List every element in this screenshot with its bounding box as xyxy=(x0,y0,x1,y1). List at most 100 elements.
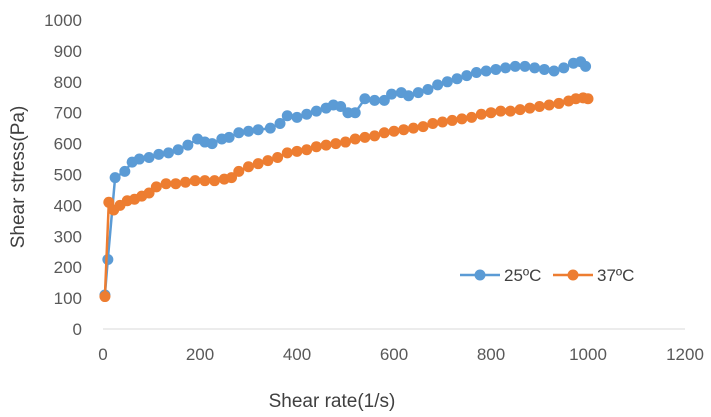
data-point xyxy=(553,97,565,109)
data-point xyxy=(529,62,541,74)
y-tick-label: 1000 xyxy=(44,11,82,30)
data-point xyxy=(243,161,254,173)
data-point xyxy=(359,131,371,143)
data-point xyxy=(446,114,458,126)
data-point xyxy=(558,62,570,74)
data-point xyxy=(403,90,415,102)
data-point xyxy=(310,105,322,117)
data-point xyxy=(534,101,545,113)
data-point xyxy=(500,62,512,74)
y-axis-ticks: 0 100 200 300 400 500 600 700 800 900 1000 xyxy=(44,11,82,339)
legend-label: 37ºC xyxy=(597,266,634,285)
data-point xyxy=(456,113,468,125)
data-point xyxy=(291,145,303,157)
data-point xyxy=(359,93,371,105)
x-axis-ticks: 0 200 400 600 800 1000 1200 xyxy=(98,345,704,364)
data-point xyxy=(437,116,448,128)
data-point xyxy=(432,79,444,91)
y-tick-label: 300 xyxy=(54,227,82,246)
data-point xyxy=(340,136,351,148)
y-tick-label: 200 xyxy=(54,258,82,277)
data-point xyxy=(422,84,434,96)
data-point xyxy=(99,291,111,303)
data-point xyxy=(485,107,497,119)
data-point xyxy=(243,125,254,137)
data-point xyxy=(172,144,184,156)
legend-marker xyxy=(474,269,486,281)
series-0 xyxy=(99,56,592,301)
data-point xyxy=(252,158,264,170)
data-point xyxy=(349,107,361,119)
data-point xyxy=(264,122,276,134)
data-point xyxy=(490,63,502,75)
x-tick-label: 400 xyxy=(283,345,311,364)
data-point xyxy=(369,94,381,106)
data-point xyxy=(388,125,400,137)
x-tick-label: 0 xyxy=(98,345,107,364)
data-point xyxy=(143,187,155,199)
data-point xyxy=(407,122,419,134)
data-point xyxy=(330,138,342,150)
legend-marker xyxy=(567,269,579,281)
legend-item: 37ºC xyxy=(553,266,634,285)
data-point xyxy=(417,121,429,133)
y-axis-title: Shear stress(Pa) xyxy=(8,106,29,249)
data-point xyxy=(274,118,286,130)
y-tick-label: 900 xyxy=(54,42,82,61)
x-tick-label: 200 xyxy=(186,345,214,364)
data-point xyxy=(262,155,274,167)
data-point xyxy=(427,118,439,130)
data-point xyxy=(412,87,424,99)
data-point xyxy=(182,139,194,151)
data-point xyxy=(189,175,201,187)
data-point xyxy=(226,172,238,184)
data-point xyxy=(206,138,218,150)
data-point xyxy=(170,178,182,190)
series-line xyxy=(103,60,587,296)
data-point xyxy=(320,139,332,151)
data-point xyxy=(580,60,592,72)
y-tick-label: 500 xyxy=(54,166,82,185)
y-tick-label: 100 xyxy=(54,289,82,308)
series-layer xyxy=(99,56,594,303)
y-tick-label: 600 xyxy=(54,135,82,154)
data-point xyxy=(451,73,463,85)
data-point xyxy=(582,93,594,105)
data-point xyxy=(301,108,313,120)
data-point xyxy=(109,172,121,184)
y-tick-label: 800 xyxy=(54,73,82,92)
x-tick-label: 1200 xyxy=(666,345,704,364)
data-point xyxy=(233,127,245,139)
data-point xyxy=(495,105,507,117)
x-axis-label: Shear rate(1/s) xyxy=(269,391,396,412)
data-point xyxy=(281,147,293,159)
legend: 25ºC 37ºC xyxy=(460,266,634,285)
data-point xyxy=(480,65,492,77)
data-point xyxy=(209,175,221,187)
data-point xyxy=(466,111,478,123)
data-point xyxy=(301,144,313,156)
data-point xyxy=(398,124,410,136)
data-point xyxy=(150,181,162,193)
data-point xyxy=(543,99,555,111)
data-point xyxy=(162,147,174,159)
data-point xyxy=(102,253,114,265)
data-point xyxy=(179,176,191,188)
data-point xyxy=(538,63,550,75)
data-point xyxy=(153,148,165,160)
legend-label: 25ºC xyxy=(504,266,541,285)
x-tick-label: 600 xyxy=(380,345,408,364)
data-point xyxy=(291,111,303,123)
data-point xyxy=(160,178,172,190)
data-point xyxy=(386,88,398,100)
data-point xyxy=(233,165,245,177)
data-point xyxy=(252,124,264,136)
y-tick-label: 700 xyxy=(54,104,82,123)
data-point xyxy=(519,60,531,72)
y-tick-label: 0 xyxy=(73,320,82,339)
data-point xyxy=(272,152,284,164)
data-point xyxy=(514,104,526,116)
x-tick-label: 1000 xyxy=(569,345,607,364)
data-point xyxy=(504,105,516,117)
